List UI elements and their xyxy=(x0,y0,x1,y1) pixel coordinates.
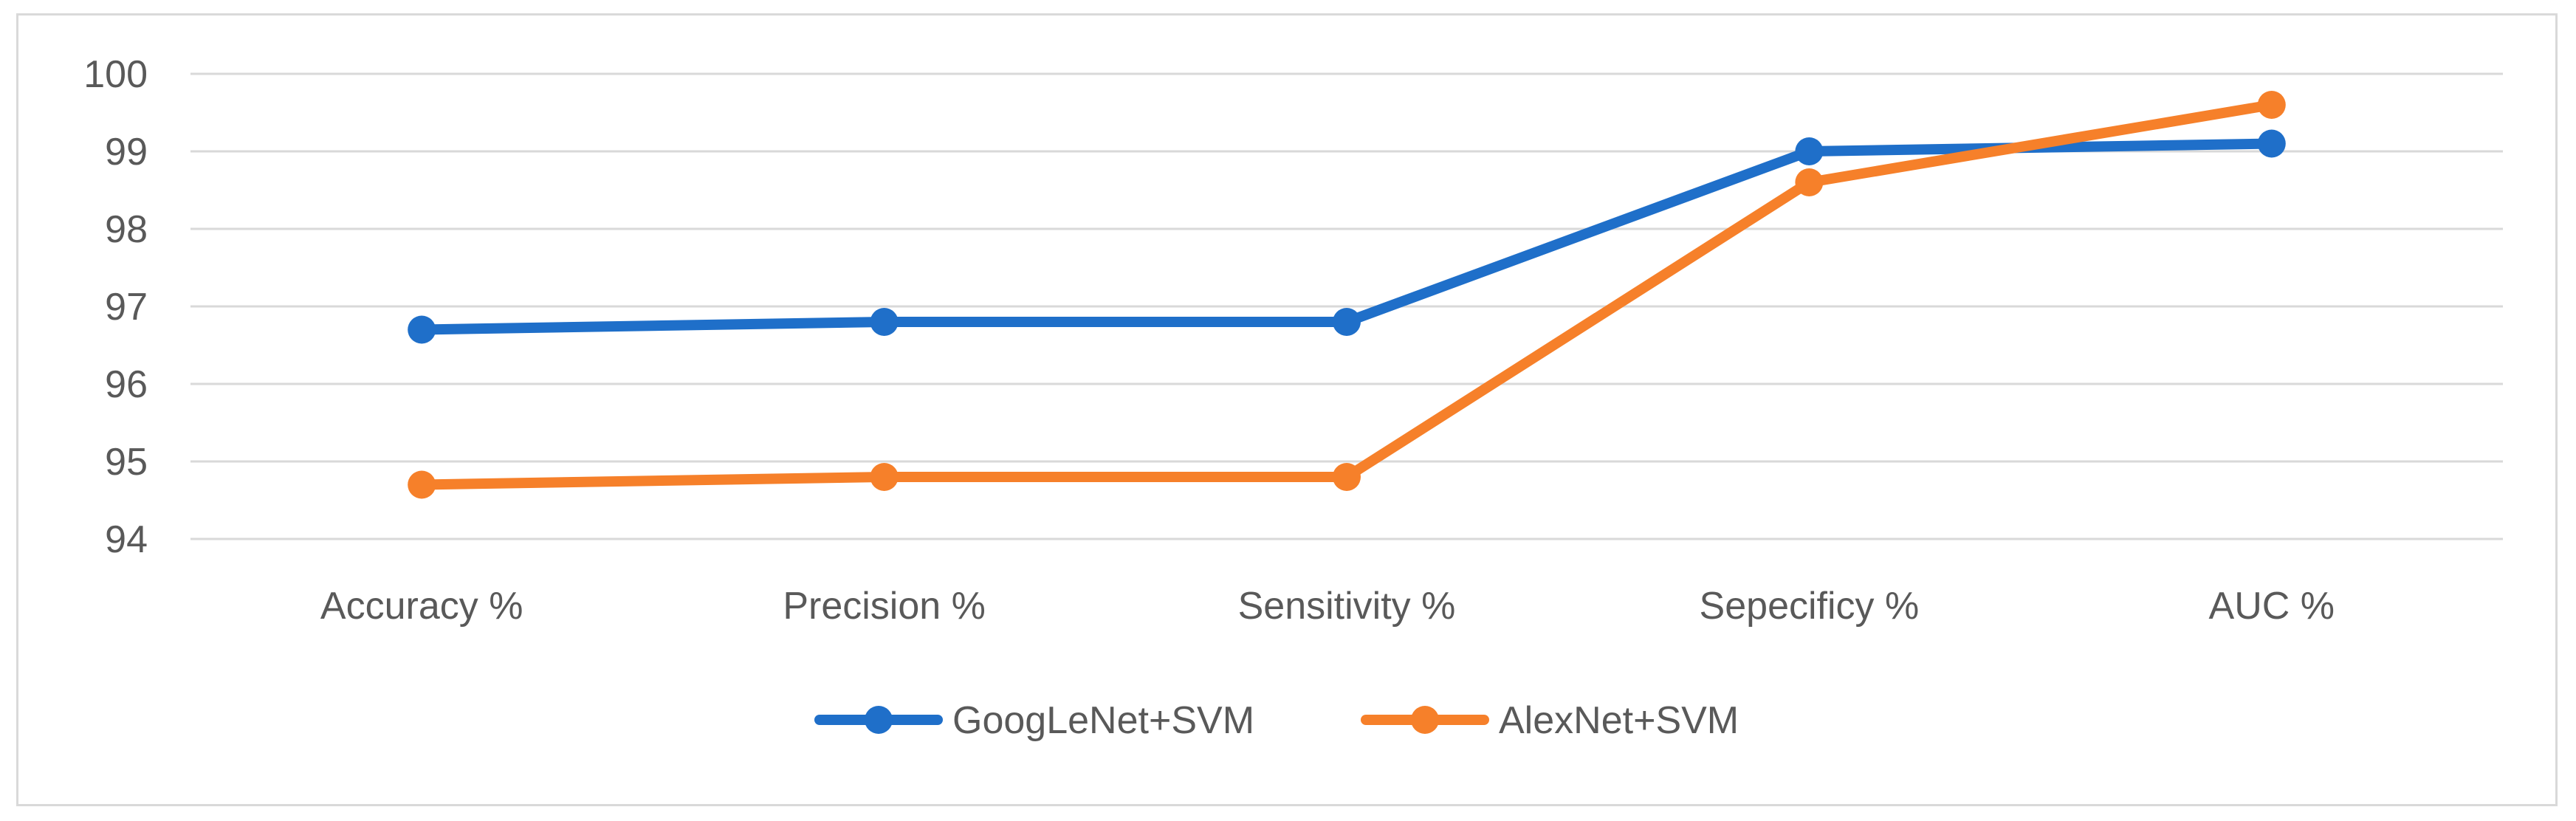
data-point xyxy=(1795,137,1824,165)
data-point xyxy=(2257,91,2286,119)
x-tick-label: Precision % xyxy=(783,585,986,628)
x-tick-label: Accuracy % xyxy=(320,585,523,628)
y-tick-label: 94 xyxy=(105,518,148,561)
y-tick-label: 100 xyxy=(83,53,148,96)
x-tick-label: Sepecificy % xyxy=(1700,585,1920,628)
legend-marker xyxy=(865,706,893,734)
legend-entry: AlexNet+SVM xyxy=(1361,699,1739,742)
data-point xyxy=(1795,168,1824,196)
series-alexnet-svm xyxy=(408,91,2286,499)
series-line xyxy=(416,100,2277,490)
legend-label: AlexNet+SVM xyxy=(1499,699,1739,742)
legend: GoogLeNet+SVM AlexNet+SVM xyxy=(814,699,1739,742)
data-point xyxy=(1333,463,1361,491)
y-tick-label: 97 xyxy=(105,286,148,329)
y-axis-tick-labels: 94 95 96 97 98 99 100 xyxy=(83,53,148,561)
legend-label: GoogLeNet+SVM xyxy=(952,699,1254,742)
data-point xyxy=(870,463,899,491)
series-line xyxy=(416,138,2277,335)
data-point xyxy=(1333,308,1361,336)
y-tick-label: 96 xyxy=(105,363,148,406)
y-tick-label: 95 xyxy=(105,441,148,484)
y-tick-label: 99 xyxy=(105,131,148,174)
data-point xyxy=(870,308,899,336)
data-point xyxy=(2257,129,2286,158)
x-tick-label: Sensitivity % xyxy=(1238,585,1456,628)
data-point xyxy=(408,470,436,499)
legend-entry: GoogLeNet+SVM xyxy=(814,699,1254,742)
legend-marker xyxy=(1411,706,1439,734)
x-axis-tick-labels: Accuracy % Precision % Sensitivity % Sepeci… xyxy=(320,585,2335,628)
y-tick-label: 98 xyxy=(105,208,148,251)
series-layer xyxy=(408,91,2286,499)
x-tick-label: AUC % xyxy=(2209,585,2335,628)
series-googlenet-svm xyxy=(408,129,2286,344)
data-point xyxy=(408,315,436,344)
